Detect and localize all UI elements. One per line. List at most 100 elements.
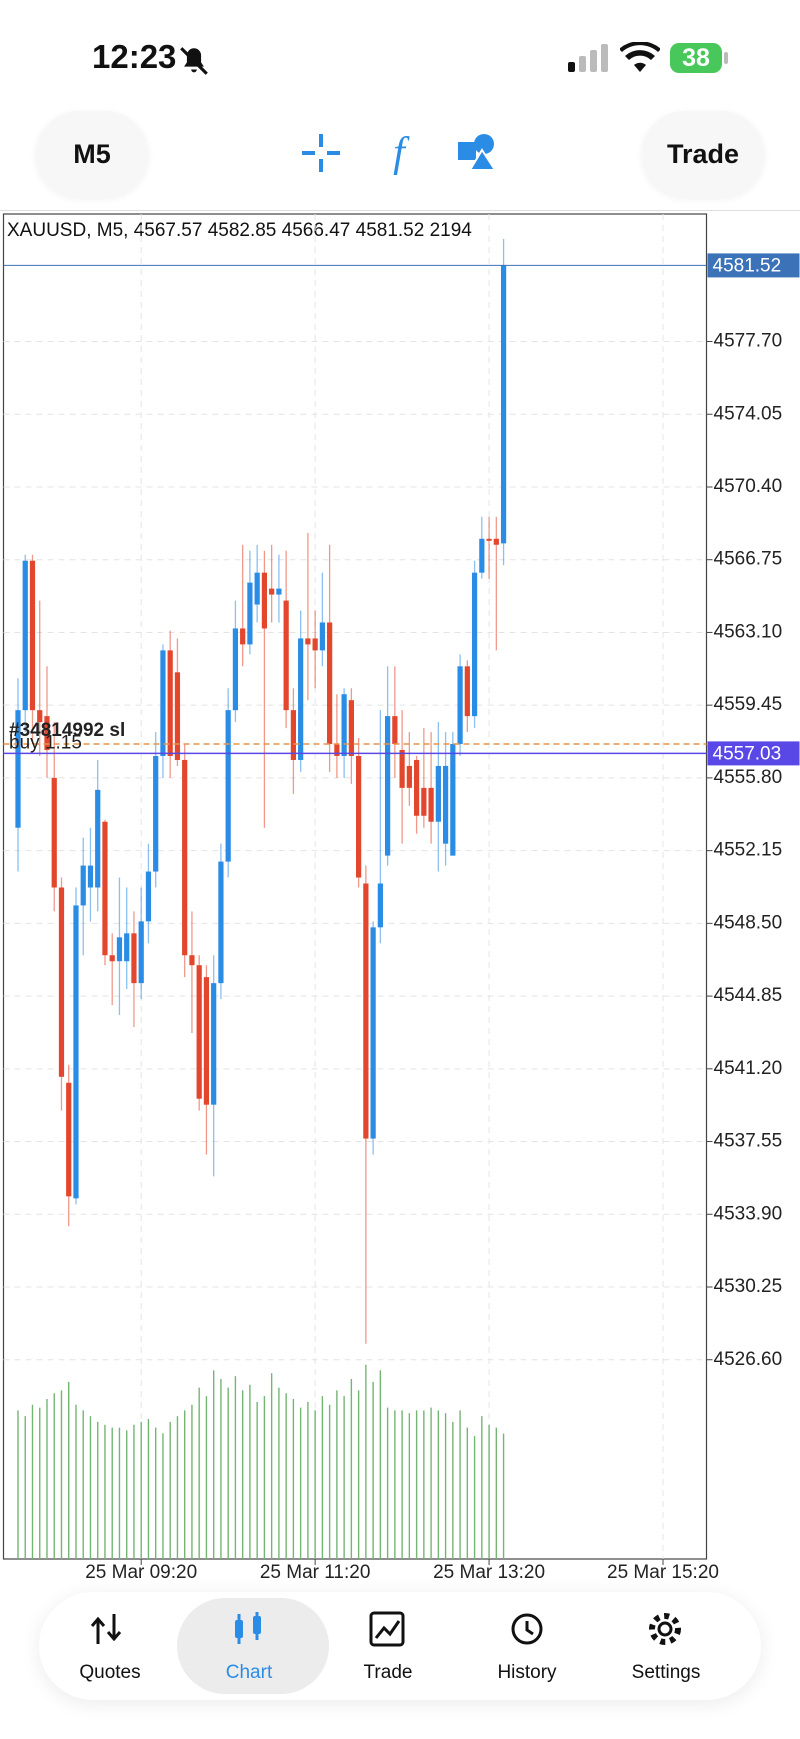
- battery-tip: [724, 52, 728, 64]
- candle-body: [500, 265, 507, 544]
- position-tag: [707, 741, 800, 766]
- tab-icon: [90, 1614, 122, 1644]
- candle-body: [399, 750, 405, 788]
- y-tick-label: 4548.50: [714, 912, 783, 933]
- position-tag-label: 4557.03: [713, 743, 782, 764]
- candle-body: [247, 582, 253, 645]
- x-tick-label: 25 Mar 09:20: [85, 1562, 197, 1583]
- tab-icon: [649, 1613, 681, 1645]
- candle-body: [58, 887, 65, 1077]
- candle-body: [37, 710, 43, 723]
- y-tick-label: 4577.70: [714, 331, 783, 352]
- candle-body: [363, 883, 369, 1139]
- y-tick-label: 4574.05: [714, 403, 783, 424]
- candle-body: [421, 787, 427, 816]
- y-tick-label: 4530.25: [714, 1276, 783, 1297]
- candle-body: [290, 710, 297, 760]
- candle-body: [153, 755, 159, 872]
- indicators-button[interactable]: f: [382, 130, 416, 176]
- candle-body: [51, 777, 57, 888]
- bid-tag: [707, 253, 800, 278]
- tab-label: History: [497, 1662, 557, 1683]
- candle-body: [95, 789, 101, 888]
- tab[interactable]: Settings: [596, 1592, 736, 1700]
- candle-body: [44, 716, 50, 751]
- status-time: 12:23: [92, 38, 177, 75]
- tab[interactable]: Chart: [177, 1592, 329, 1700]
- candle-body: [261, 572, 268, 629]
- candle-body: [269, 588, 275, 595]
- candle-body: [131, 933, 137, 984]
- candle-body: [471, 572, 478, 717]
- candle-body: [232, 628, 239, 711]
- tab[interactable]: Quotes: [40, 1592, 180, 1700]
- candle-body: [29, 560, 36, 711]
- tab[interactable]: History: [457, 1592, 597, 1700]
- candle-body: [370, 927, 376, 1139]
- candle-body: [87, 865, 94, 888]
- candle-body: [189, 955, 195, 966]
- timeframe-button[interactable]: M5: [36, 111, 148, 197]
- candle-body: [22, 560, 28, 711]
- candle-body: [435, 765, 441, 822]
- stop-label: #34814992 sl: [9, 720, 125, 741]
- candle-body: [102, 821, 108, 956]
- candle-body: [182, 759, 188, 956]
- crosshair-button[interactable]: [300, 132, 342, 174]
- candle-body: [240, 628, 246, 645]
- position-label: buy 1.15: [9, 732, 82, 753]
- y-tick-label: 4559.45: [714, 694, 783, 715]
- candle-body: [348, 700, 354, 756]
- header-field: 2194: [430, 220, 473, 241]
- mute-icon: [180, 47, 208, 75]
- candle-body: [116, 937, 123, 962]
- tab-label: Trade: [363, 1662, 413, 1683]
- candle-body: [305, 638, 311, 645]
- trade-button[interactable]: Trade: [642, 111, 764, 197]
- candle-body: [225, 710, 231, 862]
- candle-body: [413, 759, 420, 816]
- candle-body: [334, 744, 340, 756]
- header-field: 4581.52: [356, 220, 425, 241]
- tab-icon: [511, 1613, 543, 1645]
- tab-icon: [369, 1611, 405, 1647]
- candle-body: [211, 983, 217, 1105]
- plot-frame: [2, 213, 708, 1560]
- signal-icon: [568, 44, 608, 72]
- candle-body: [428, 787, 434, 822]
- y-tick-label: 4555.80: [714, 767, 783, 788]
- bid-tag-label: 4581.52: [713, 255, 782, 276]
- candle-body: [15, 710, 21, 828]
- candle-body: [327, 622, 333, 745]
- y-tick-label: 4566.75: [714, 549, 783, 570]
- x-tick-label: 25 Mar 13:20: [433, 1562, 545, 1583]
- candle-body: [80, 865, 86, 906]
- y-tick-label: 4544.85: [714, 985, 783, 1006]
- wifi-icon: [620, 42, 660, 72]
- candle-body: [457, 666, 463, 745]
- candle-body: [276, 588, 282, 595]
- x-tick-label: 25 Mar 11:20: [260, 1562, 371, 1583]
- candle-body: [356, 755, 362, 878]
- y-tick-label: 4537.55: [714, 1131, 783, 1152]
- candle-body: [464, 666, 470, 717]
- tab[interactable]: Trade: [318, 1592, 458, 1700]
- candle-body: [196, 965, 202, 1099]
- header-field: 4582.85: [208, 220, 277, 241]
- toolbar-divider: [0, 210, 800, 211]
- candle-body: [442, 765, 449, 844]
- tab-icon: [235, 1612, 261, 1644]
- candle-body: [145, 871, 152, 922]
- candle-body: [218, 861, 224, 984]
- candle-body: [124, 933, 130, 962]
- candle-body: [493, 538, 499, 545]
- objects-button[interactable]: [456, 132, 498, 172]
- tab-label: Settings: [631, 1662, 701, 1683]
- candle-body: [203, 977, 210, 1105]
- candle-body: [479, 538, 485, 573]
- candle-body: [298, 638, 304, 760]
- header-field: 4566.47: [282, 220, 351, 241]
